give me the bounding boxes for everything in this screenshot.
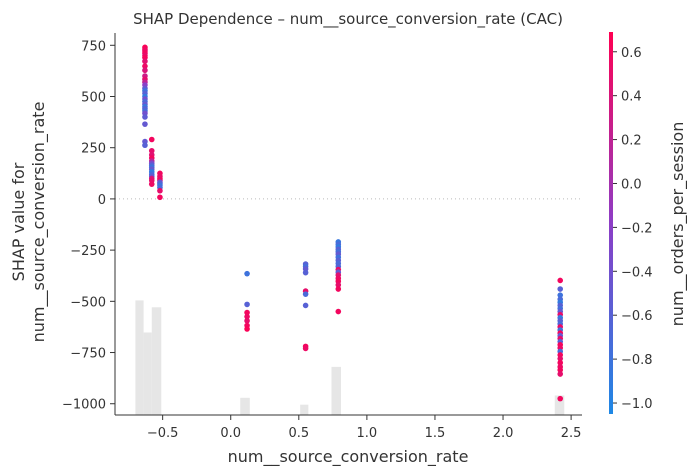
scatter-point-25 bbox=[142, 121, 148, 127]
scatter-point-24 bbox=[142, 114, 148, 120]
histogram-bar-0 bbox=[135, 300, 144, 415]
colorbar-tick-label-1: 0.4 bbox=[621, 90, 642, 105]
scatter-point-66 bbox=[302, 302, 309, 309]
y-tick-label-4: −250 bbox=[70, 244, 106, 259]
scatter-point-42 bbox=[148, 181, 155, 187]
colorbar-tick-label-5: −0.4 bbox=[621, 265, 653, 280]
y-tick-label-1: 500 bbox=[81, 90, 106, 105]
x-tick-label-0: −0.5 bbox=[147, 426, 179, 441]
scatter-point-6 bbox=[142, 58, 148, 65]
scatter-point-112 bbox=[557, 367, 564, 373]
colorbar-tick-label-4: −0.2 bbox=[621, 221, 653, 236]
scatter-point-56 bbox=[244, 313, 250, 320]
scatter-point-63 bbox=[302, 269, 309, 276]
scatter-points-layer bbox=[142, 44, 564, 402]
scatter-point-7 bbox=[142, 63, 148, 69]
scatter-point-53 bbox=[244, 270, 250, 277]
scatter-point-86 bbox=[335, 308, 342, 315]
scatter-point-88 bbox=[557, 286, 564, 292]
x-tick-label-5: 2.0 bbox=[493, 426, 514, 441]
colorbar-tick-label-0: 0.6 bbox=[621, 46, 642, 61]
chart-title: SHAP Dependence – num__source_conversion… bbox=[133, 10, 563, 29]
colorbar-tick-label-6: −0.6 bbox=[621, 309, 653, 324]
scatter-point-84 bbox=[335, 282, 342, 288]
histogram-layer bbox=[135, 300, 565, 415]
colorbar-tick-label-2: 0.2 bbox=[621, 134, 642, 149]
scatter-point-51 bbox=[157, 187, 163, 194]
y-tick-label-6: −750 bbox=[70, 347, 106, 362]
colorbar-tick-label-8: −1.0 bbox=[621, 397, 653, 412]
histogram-bar-2 bbox=[151, 307, 162, 415]
scatter-point-59 bbox=[244, 326, 250, 332]
scatter-point-57 bbox=[244, 317, 250, 324]
y-axis-label-line-2: num__source_conversion_rate bbox=[29, 102, 49, 343]
scatter-point-87 bbox=[557, 277, 564, 284]
x-tick-label-2: 0.5 bbox=[288, 426, 309, 441]
colorbar-ticks: 0.6 0.4 0.2 0.0 −0.2 −0.4 −0.6 −0.8 −1.0 bbox=[613, 46, 653, 412]
scatter-point-85 bbox=[335, 286, 342, 292]
scatter-point-68 bbox=[302, 345, 309, 352]
scatter-point-28 bbox=[148, 136, 155, 143]
scatter-point-89 bbox=[557, 292, 564, 298]
histogram-bar-6 bbox=[554, 395, 565, 415]
scatter-point-109 bbox=[557, 355, 564, 362]
colorbar-tick-label-7: −0.8 bbox=[621, 353, 653, 368]
scatter-point-114 bbox=[557, 395, 564, 402]
x-tick-label-4: 1.5 bbox=[425, 426, 446, 441]
scatter-point-52 bbox=[157, 194, 163, 201]
y-tick-label-0: 750 bbox=[81, 39, 106, 54]
histogram-bar-1 bbox=[143, 332, 152, 415]
scatter-point-29 bbox=[148, 147, 155, 154]
histogram-bar-3 bbox=[240, 397, 250, 415]
histogram-bar-4 bbox=[300, 404, 309, 415]
scatter-point-55 bbox=[244, 309, 250, 316]
x-tick-label-3: 1.0 bbox=[357, 426, 378, 441]
y-tick-label-2: 250 bbox=[81, 142, 106, 157]
y-tick-label-7: −1000 bbox=[62, 398, 106, 413]
x-tick-label-1: 0.0 bbox=[220, 426, 241, 441]
histogram-bar-5 bbox=[331, 366, 342, 415]
y-tick-label-3: 0 bbox=[98, 193, 106, 208]
y-axis-label-line-1: SHAP value for bbox=[9, 162, 28, 281]
scatter-point-113 bbox=[557, 371, 564, 377]
scatter-point-8 bbox=[142, 67, 148, 74]
scatter-point-54 bbox=[244, 301, 250, 308]
x-tick-label-6: 2.5 bbox=[561, 426, 582, 441]
colorbar-tick-label-3: 0.0 bbox=[621, 177, 642, 192]
colorbar bbox=[609, 32, 613, 414]
y-tick-label-5: −500 bbox=[70, 295, 106, 310]
scatter-point-65 bbox=[302, 291, 309, 297]
scatter-point-27 bbox=[142, 142, 148, 149]
scatter-point-110 bbox=[557, 359, 564, 366]
x-axis-label: num__source_conversion_rate bbox=[228, 447, 469, 467]
axes-layer: 750 500 250 0 −250 −500 −750 −1000 −0.5 0.0 0.5 1.0… bbox=[62, 33, 582, 441]
colorbar-label: num__orders_per_session bbox=[668, 122, 688, 327]
